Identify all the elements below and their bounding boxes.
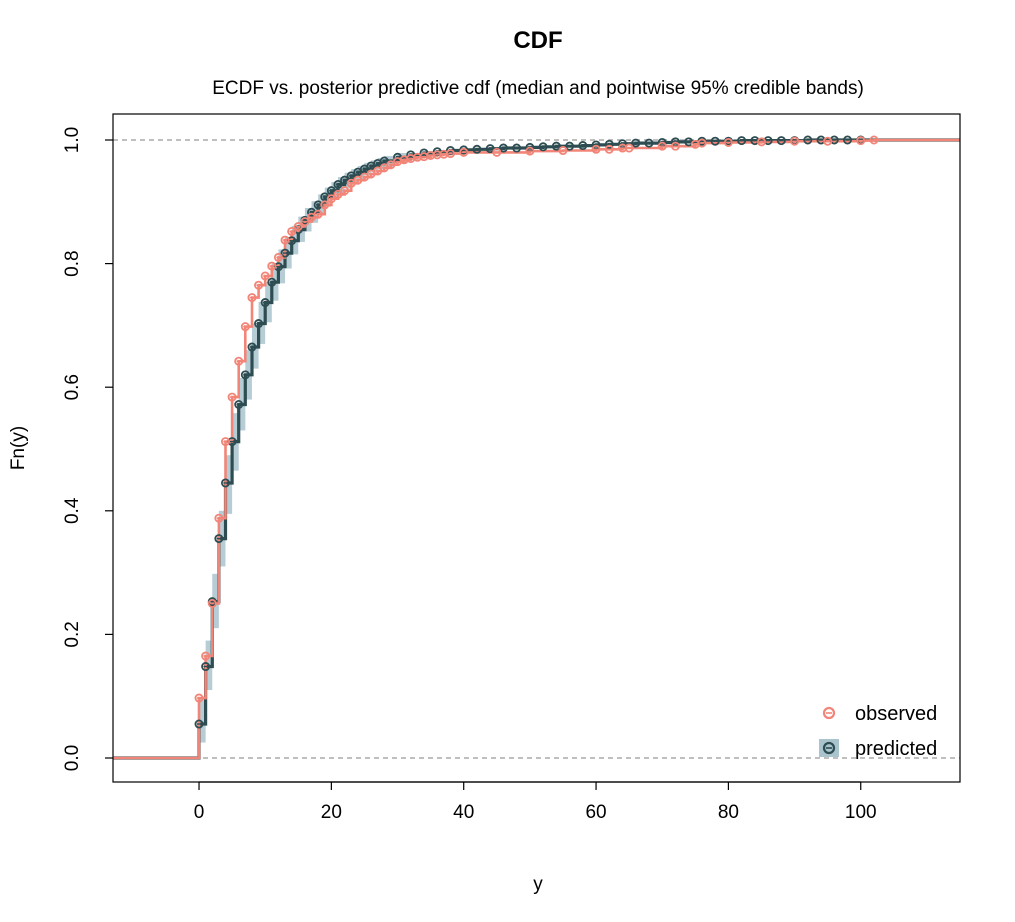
data-point-predicted <box>485 144 495 154</box>
data-point-observed <box>445 149 455 159</box>
data-point-observed <box>333 189 343 199</box>
data-point-predicted <box>247 342 257 352</box>
plot-frame <box>112 113 961 783</box>
data-point-predicted <box>670 137 680 147</box>
data-point-observed <box>340 186 350 196</box>
data-point-observed <box>723 137 733 147</box>
data-point-observed <box>260 271 270 281</box>
data-point-observed <box>247 293 257 303</box>
data-point-observed <box>273 252 283 262</box>
data-point-observed <box>313 209 323 219</box>
data-point-observed <box>326 194 336 204</box>
data-point-predicted <box>214 534 224 544</box>
data-point-observed <box>300 217 310 227</box>
data-point-observed <box>234 356 244 366</box>
data-point-predicted <box>333 179 343 189</box>
legend: observed predicted <box>819 703 937 760</box>
series-line-observed <box>113 138 960 760</box>
data-point-predicted <box>194 719 204 729</box>
data-point-observed <box>558 146 568 156</box>
data-point-predicted <box>843 135 853 145</box>
data-point-predicted <box>551 141 561 151</box>
data-point-predicted <box>618 139 628 149</box>
data-point-predicted <box>254 319 264 329</box>
data-point-observed <box>227 392 237 402</box>
y-tick-label: 0.0 <box>62 745 83 771</box>
chart-subtitle: ECDF vs. posterior predictive cdf (media… <box>212 78 864 99</box>
data-point-observed <box>201 651 211 661</box>
data-point-predicted <box>737 136 747 146</box>
data-point-predicted <box>710 136 720 146</box>
data-point-predicted <box>498 143 508 153</box>
data-point-predicted <box>538 142 548 152</box>
data-point-observed <box>823 136 833 146</box>
data-point-observed <box>240 322 250 332</box>
data-point-observed <box>657 141 667 151</box>
series-line-predicted <box>113 138 960 760</box>
data-point-observed <box>214 513 224 523</box>
chart-title: CDF <box>513 27 562 54</box>
data-point-observed <box>604 144 614 154</box>
y-axis-label: Fn(y) <box>8 426 29 470</box>
data-point-predicted <box>578 141 588 151</box>
y-tick-label: 0.2 <box>62 621 83 647</box>
data-point-observed <box>591 144 601 154</box>
data-point-observed <box>697 138 707 148</box>
data-point-observed <box>790 136 800 146</box>
data-point-predicted <box>267 277 277 287</box>
legend-label-observed: observed <box>855 703 937 725</box>
data-point-predicted <box>644 138 654 148</box>
data-point-predicted <box>776 136 786 146</box>
data-point-observed <box>267 261 277 271</box>
data-point-observed <box>624 143 634 153</box>
y-tick-label: 0.8 <box>62 250 83 276</box>
credible-band-segment <box>199 699 206 743</box>
data-point-predicted <box>240 370 250 380</box>
data-point-predicted <box>631 138 641 148</box>
x-tick-label: 100 <box>845 802 877 823</box>
data-point-predicted <box>472 144 482 154</box>
y-tick-label: 0.6 <box>62 374 83 400</box>
x-tick-label: 20 <box>321 802 342 823</box>
legend-symbol-observed <box>822 706 836 720</box>
data-point-predicted <box>201 662 211 672</box>
data-point-observed <box>492 147 502 157</box>
data-point-observed <box>670 141 680 151</box>
data-point-predicted <box>604 139 614 149</box>
y-tick-label: 1.0 <box>62 127 83 153</box>
legend-label-predicted: predicted <box>855 738 937 760</box>
x-axis-label: y <box>533 874 543 895</box>
data-point-observed <box>869 135 879 145</box>
x-tick-label: 40 <box>453 802 474 823</box>
data-point-predicted <box>803 135 813 145</box>
data-point-predicted <box>512 143 522 153</box>
data-point-observed <box>254 280 264 290</box>
data-point-predicted <box>234 400 244 410</box>
data-point-predicted <box>220 478 230 488</box>
data-point-predicted <box>260 298 270 308</box>
data-point-observed <box>459 147 469 157</box>
data-point-observed <box>320 200 330 210</box>
data-point-observed <box>207 599 217 609</box>
data-point-observed <box>280 235 290 245</box>
x-tick-label: 0 <box>194 802 205 823</box>
legend-symbol-predicted <box>822 741 836 755</box>
data-point-observed <box>287 226 297 236</box>
data-point-observed <box>293 222 303 232</box>
x-tick-label: 80 <box>718 802 739 823</box>
data-point-observed <box>525 146 535 156</box>
data-point-observed <box>194 693 204 703</box>
data-point-observed <box>220 437 230 447</box>
data-point-observed <box>856 136 866 146</box>
data-point-observed <box>756 137 766 147</box>
x-tick-label: 60 <box>585 802 606 823</box>
y-tick-label: 0.4 <box>62 497 83 524</box>
data-point-predicted <box>591 140 601 150</box>
data-point-predicted <box>280 248 290 258</box>
data-point-predicted <box>565 141 575 151</box>
plot-area: 0 20 40 60 80 100 0.0 0.2 0.4 0.6 0.8 1.0 observed pr… <box>62 113 961 823</box>
